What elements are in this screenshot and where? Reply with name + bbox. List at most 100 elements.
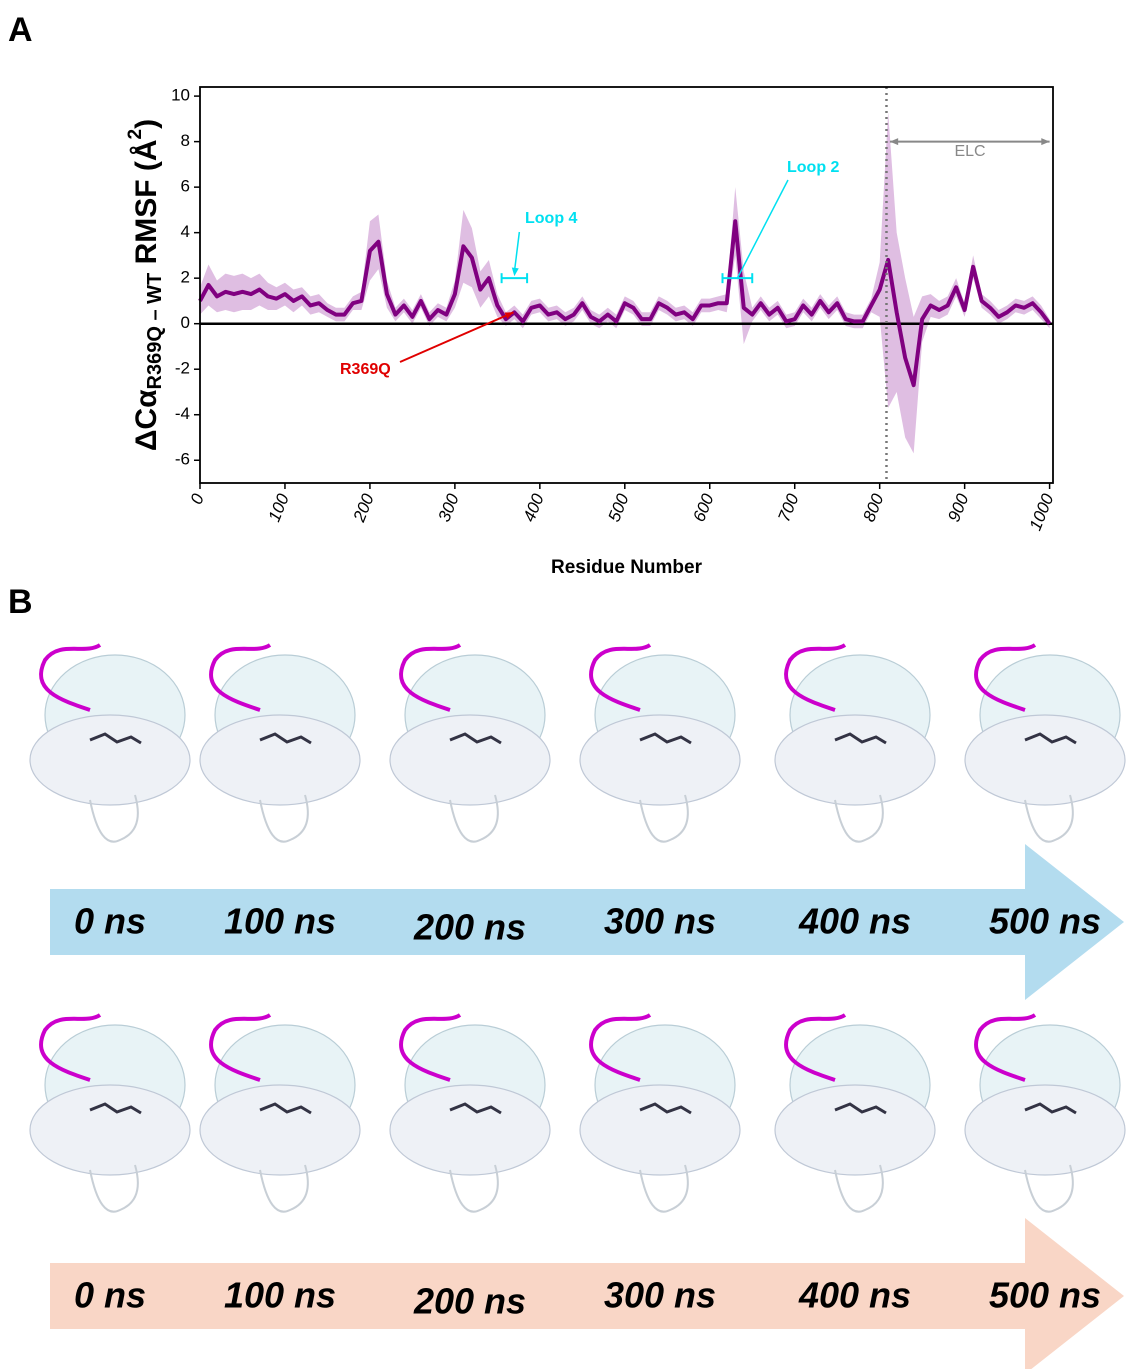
pointer-head [504, 312, 514, 319]
ligand [1024, 1102, 1077, 1115]
timeline-arrow [50, 844, 1124, 1000]
x-tick-label: 1000 [1026, 491, 1058, 534]
x-tick-label: 500 [604, 491, 632, 525]
protein-tail [834, 1164, 884, 1213]
panel-label: A [8, 11, 33, 49]
x-tick-label: 900 [944, 491, 972, 525]
elc-loop [784, 1013, 847, 1082]
range-head [889, 138, 899, 146]
time-label: 100 ns [224, 901, 336, 942]
panel-label: B [8, 583, 33, 621]
annotation: Loop 2 [787, 159, 840, 176]
pointer [513, 231, 521, 273]
elc-loop [399, 1013, 462, 1082]
rmsf-line [198, 219, 1052, 388]
x-tick-label: 600 [689, 491, 717, 525]
time-label: 300 ns [604, 901, 716, 942]
protein-body [389, 1084, 551, 1176]
x-tick-label: 0 [187, 491, 208, 507]
ligand [259, 732, 312, 745]
y-tick-label: -2 [175, 359, 190, 378]
pointer [736, 179, 789, 279]
y-axis-title-part: ) [130, 119, 163, 129]
time-label: 0 ns [74, 1275, 146, 1316]
elc-loop [39, 1013, 102, 1082]
pointer [399, 311, 514, 363]
y-tick-label: 2 [181, 268, 190, 287]
elc-loop [589, 1013, 652, 1082]
y-tick-label: 6 [181, 177, 190, 196]
protein-snapshot [29, 643, 191, 843]
protein-snapshot [579, 643, 741, 843]
y-axis-title-part: 2 [125, 129, 146, 140]
elc-loop [974, 1013, 1037, 1082]
range-head [1041, 138, 1050, 146]
ligand [639, 1102, 692, 1115]
protein-body [579, 714, 741, 806]
x-tick-label: 400 [519, 491, 547, 525]
y-axis-title: ΔCαR369Q – WT RMSF (Å2) [125, 119, 166, 451]
protein-snapshot [579, 1013, 741, 1213]
timeline-arrow [50, 1218, 1124, 1369]
ligand [449, 1102, 502, 1115]
ligand [449, 732, 502, 745]
protein-body [964, 1084, 1126, 1176]
x-tick-label: 800 [859, 491, 887, 525]
time-label: 200 ns [413, 1281, 526, 1322]
ligand [1024, 732, 1077, 745]
error-band [200, 112, 1050, 454]
ligand [259, 1102, 312, 1115]
elc-loop [209, 1013, 272, 1082]
protein-body [199, 1084, 361, 1176]
protein-snapshot [964, 643, 1126, 843]
x-tick-label: 200 [349, 491, 378, 526]
protein-body [774, 1084, 936, 1176]
y-tick-label: 0 [181, 313, 190, 332]
time-label: 200 ns [413, 907, 526, 948]
protein-body [964, 714, 1126, 806]
y-tick-label: 4 [181, 222, 190, 241]
y-axis-title-part: ΔCα [130, 389, 163, 451]
protein-body [29, 1084, 191, 1176]
plot-frame [199, 86, 1054, 484]
y-tick-label: -6 [175, 450, 190, 469]
protein-snapshot [29, 1013, 191, 1213]
y-tick-label: 10 [171, 86, 190, 105]
ligand [834, 1102, 887, 1115]
y-tick-label: -4 [175, 404, 190, 423]
time-label: 400 ns [798, 1275, 911, 1316]
ligand [834, 732, 887, 745]
annotation: Loop 4 [525, 210, 578, 227]
time-label: 300 ns [604, 1275, 716, 1316]
protein-snapshot [389, 643, 551, 843]
protein-snapshot [774, 643, 936, 843]
y-axis-title-part: R369Q – WT [144, 273, 166, 390]
protein-snapshot [389, 1013, 551, 1213]
protein-body [29, 714, 191, 806]
time-label: 0 ns [74, 901, 146, 942]
protein-tail [1024, 794, 1074, 843]
protein-snapshot [199, 1013, 361, 1213]
protein-tail [449, 1164, 499, 1213]
elc-loop [399, 643, 462, 712]
x-tick-label: 300 [435, 491, 463, 525]
annotation: ELC [954, 143, 985, 160]
protein-tail [1024, 1164, 1074, 1213]
protein-body [774, 714, 936, 806]
elc-loop [974, 643, 1037, 712]
time-label: 500 ns [989, 1275, 1101, 1316]
protein-tail [89, 1164, 139, 1213]
protein-body [389, 714, 551, 806]
time-label: 100 ns [224, 1275, 336, 1316]
ligand [639, 732, 692, 745]
protein-tail [834, 794, 884, 843]
protein-tail [639, 1164, 689, 1213]
x-tick-label: 100 [265, 491, 293, 525]
annotation: R369Q [340, 361, 391, 378]
protein-snapshot [199, 643, 361, 843]
protein-tail [259, 1164, 309, 1213]
protein-body [579, 1084, 741, 1176]
elc-loop [589, 643, 652, 712]
elc-loop [209, 643, 272, 712]
protein-tail [449, 794, 499, 843]
